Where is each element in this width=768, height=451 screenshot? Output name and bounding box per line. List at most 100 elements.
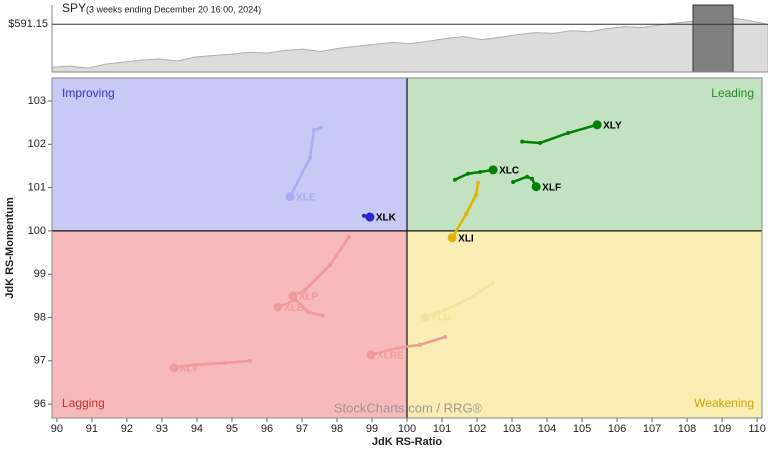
series-label: XLY xyxy=(603,120,622,131)
tail-point xyxy=(592,120,602,130)
tail xyxy=(292,236,350,297)
tail-point xyxy=(273,302,283,312)
tail-point xyxy=(420,312,430,322)
series-label: XLU xyxy=(431,313,451,324)
tail-point xyxy=(320,313,325,318)
tail xyxy=(522,123,598,145)
quadrant xyxy=(407,230,762,418)
x-tick-label: 100 xyxy=(398,423,416,435)
x-tick-label: 98 xyxy=(331,423,343,435)
tail-point xyxy=(529,176,534,181)
x-tick-label: 97 xyxy=(296,423,308,435)
x-tick-label: 106 xyxy=(608,423,626,435)
tail-point xyxy=(285,192,295,202)
tail-point xyxy=(491,280,496,285)
y-tick-label: 100 xyxy=(28,225,46,237)
x-tick-label: 91 xyxy=(86,423,98,435)
series-label: XLP xyxy=(299,292,319,303)
tail-point xyxy=(303,287,308,292)
tail-point xyxy=(192,362,197,367)
tail-point xyxy=(417,342,422,347)
series-label: XLK xyxy=(376,213,397,224)
x-tick-label: 92 xyxy=(121,423,133,435)
quadrant-label: Leading xyxy=(711,86,754,100)
quadrant-label: Improving xyxy=(62,86,115,100)
tail-point xyxy=(294,297,299,302)
tail-point xyxy=(538,140,543,145)
tail-point xyxy=(443,335,448,340)
tail xyxy=(288,126,322,198)
series-label: XLI xyxy=(458,233,474,244)
tail-point xyxy=(566,131,571,136)
series-label: XLE xyxy=(296,192,316,203)
tail-point xyxy=(346,234,351,239)
quadrant xyxy=(52,78,407,231)
series-label: XLB xyxy=(284,303,304,314)
tail-point xyxy=(366,350,376,360)
tail-point xyxy=(464,212,469,216)
watermark: StockCharts.com / RRG® xyxy=(334,400,483,415)
tail xyxy=(173,359,250,369)
x-tick-label: 95 xyxy=(226,423,238,435)
tail-point xyxy=(327,263,332,268)
y-axis-title: JdK RS-Momentum xyxy=(4,197,16,299)
period-highlight xyxy=(692,4,734,73)
y-tick-label: 96 xyxy=(34,398,46,410)
x-tick-label: 108 xyxy=(678,423,696,435)
x-tick-label: 102 xyxy=(468,423,486,435)
quadrant-label: Weakening xyxy=(694,396,754,410)
tail-point xyxy=(511,179,516,184)
x-tick-label: 90 xyxy=(51,423,63,435)
tail-point xyxy=(222,360,227,365)
tail xyxy=(370,335,446,356)
y-tick-label: 98 xyxy=(34,311,46,323)
x-tick-label: 109 xyxy=(713,423,731,435)
y-tick-label: 101 xyxy=(28,181,46,193)
price-label: $591.15 xyxy=(8,18,48,30)
tail-point xyxy=(473,192,478,197)
x-tick-label: 103 xyxy=(503,423,521,435)
x-tick-label: 104 xyxy=(538,423,556,435)
tail xyxy=(454,168,494,181)
price-title: SPY xyxy=(62,1,86,15)
tail-point xyxy=(525,174,530,179)
series-label: XLV xyxy=(180,363,199,374)
y-tick-label: 102 xyxy=(28,138,46,150)
x-tick-label: 96 xyxy=(261,423,273,435)
tail-point xyxy=(468,296,473,301)
tail xyxy=(451,182,480,239)
x-tick-label: 99 xyxy=(366,423,378,435)
tail-point xyxy=(308,155,313,160)
tail-point xyxy=(531,182,541,192)
price-area xyxy=(51,17,768,73)
price-subtitle: (3 weeks ending December 20 16:00, 2024) xyxy=(86,4,261,14)
tail-point xyxy=(311,127,316,132)
x-tick-label: 110 xyxy=(748,423,766,435)
y-tick-label: 99 xyxy=(34,268,46,280)
tail-point xyxy=(478,169,483,174)
tail-point xyxy=(247,358,252,363)
tail-point xyxy=(465,171,470,176)
quadrant xyxy=(52,230,407,418)
tail-point xyxy=(476,180,481,185)
x-tick-label: 93 xyxy=(156,423,168,435)
tail-point xyxy=(305,309,310,314)
series-label: XLC xyxy=(499,165,519,176)
x-tick-label: 94 xyxy=(191,423,203,435)
tail-point xyxy=(520,139,525,144)
tail-point xyxy=(488,165,498,175)
tail-point xyxy=(365,212,375,222)
tail xyxy=(277,298,324,317)
x-axis-title: JdK RS-Ratio xyxy=(372,436,443,448)
tail-point xyxy=(361,213,366,218)
tail-point xyxy=(443,307,448,312)
x-tick-label: 101 xyxy=(433,423,451,435)
y-tick-label: 103 xyxy=(28,95,46,107)
quadrant xyxy=(407,78,762,231)
tail-point xyxy=(169,363,179,373)
quadrant-label: Lagging xyxy=(62,396,105,410)
y-tick-label: 97 xyxy=(34,355,46,367)
x-tick-label: 107 xyxy=(643,423,661,435)
tail xyxy=(424,281,494,319)
